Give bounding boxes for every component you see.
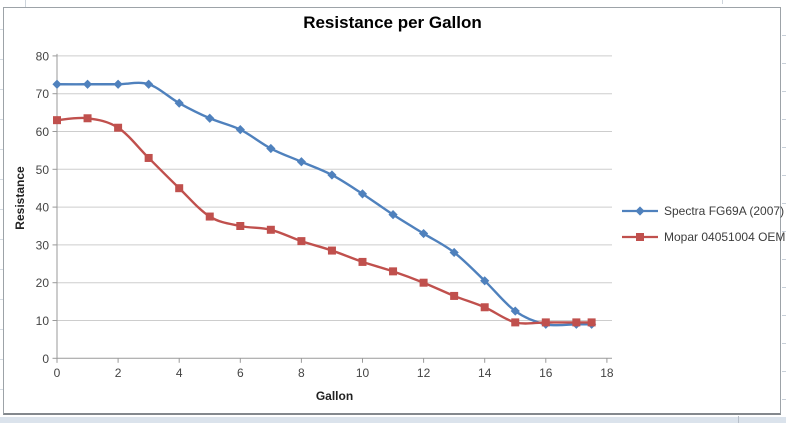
- svg-text:60: 60: [36, 125, 50, 139]
- legend-label: Mopar 04051004 OEM: [664, 230, 786, 244]
- svg-text:14: 14: [478, 366, 492, 380]
- svg-text:2: 2: [115, 366, 122, 380]
- svg-text:20: 20: [36, 276, 50, 290]
- svg-text:0: 0: [42, 352, 49, 366]
- svg-text:10: 10: [36, 314, 50, 328]
- sheet-gridline-tick-top: [722, 0, 723, 4]
- svg-text:8: 8: [298, 366, 305, 380]
- svg-text:50: 50: [36, 163, 50, 177]
- svg-text:80: 80: [36, 49, 50, 63]
- legend-line-square-icon: [622, 233, 658, 241]
- svg-text:18: 18: [600, 366, 614, 380]
- legend-item-spectra[interactable]: Spectra FG69A (2007): [621, 201, 785, 221]
- sheet-column-gridline: [738, 416, 739, 423]
- svg-text:10: 10: [356, 366, 370, 380]
- y-axis-title: Resistance: [13, 166, 27, 230]
- svg-text:16: 16: [539, 366, 553, 380]
- sheet-row-strip: [0, 417, 786, 423]
- legend-line-diamond-icon: [622, 206, 658, 216]
- svg-text:70: 70: [36, 87, 50, 101]
- sheet-gridline-ticks-left: [0, 0, 3, 410]
- sheet-gridline-tick-top: [25, 0, 26, 7]
- svg-text:40: 40: [36, 201, 50, 215]
- svg-text:30: 30: [36, 238, 50, 252]
- legend-label: Spectra FG69A (2007): [664, 204, 785, 218]
- svg-text:0: 0: [54, 366, 61, 380]
- svg-text:4: 4: [176, 366, 183, 380]
- sheet-gridline-ticks-right: [782, 8, 786, 408]
- chart-title: Resistance per Gallon: [303, 13, 482, 32]
- x-axis-title: Gallon: [315, 389, 354, 403]
- svg-text:12: 12: [417, 366, 431, 380]
- legend-item-mopar[interactable]: Mopar 04051004 OEM: [621, 227, 786, 247]
- chart-legend: Spectra FG69A (2007) Mopar 04051004 OEM: [621, 201, 786, 253]
- svg-text:6: 6: [237, 366, 244, 380]
